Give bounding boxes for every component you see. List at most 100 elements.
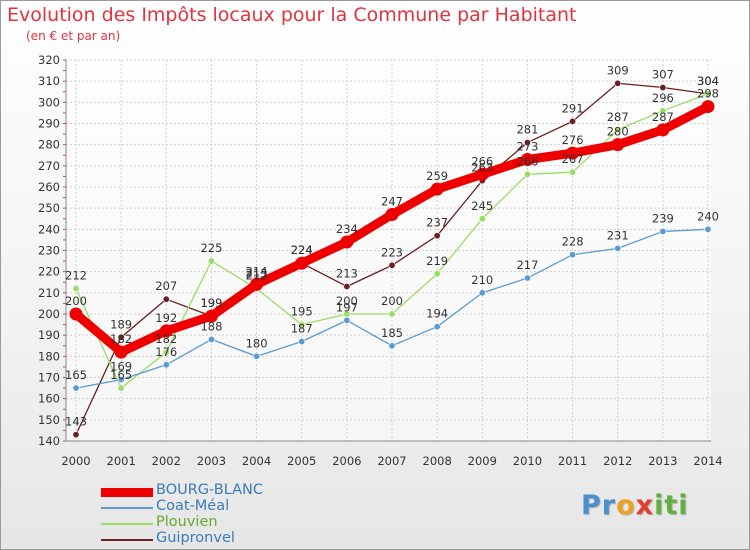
y-tick-label: 270: [38, 159, 60, 173]
data-label-bourg-blanc: 234: [336, 222, 358, 236]
data-point-coat-m-al: [72, 384, 80, 392]
data-point-coat-m-al: [207, 335, 215, 343]
data-point-guipronvel: [343, 282, 351, 290]
data-point-guipronvel: [614, 79, 622, 87]
data-label-guipronvel: 224: [291, 243, 313, 257]
data-point-bourg-blanc: [250, 277, 264, 291]
data-point-plouvien: [207, 257, 215, 265]
x-tick-label: 2014: [693, 454, 722, 468]
data-point-coat-m-al: [162, 361, 170, 369]
data-point-guipronvel: [659, 84, 667, 92]
legend-swatch: [101, 487, 153, 497]
data-point-bourg-blanc: [385, 208, 399, 222]
data-label-guipronvel: 189: [110, 317, 132, 331]
legend-label: Guipronvel: [156, 530, 235, 546]
y-tick-label: 320: [38, 53, 60, 67]
data-label-bourg-blanc: 214: [246, 264, 268, 278]
x-tick-label: 2001: [107, 454, 136, 468]
data-point-coat-m-al: [298, 338, 306, 346]
y-tick-label: 280: [38, 138, 60, 152]
x-tick-label: 2002: [152, 454, 181, 468]
data-label-plouvien: 266: [516, 154, 538, 168]
y-tick-label: 310: [38, 74, 60, 88]
x-tick-label: 2004: [242, 454, 271, 468]
data-label-guipronvel: 309: [607, 63, 629, 77]
data-point-bourg-blanc: [295, 256, 309, 270]
data-label-plouvien: 195: [291, 305, 313, 319]
data-point-coat-m-al: [659, 227, 667, 235]
y-tick-label: 140: [38, 434, 60, 448]
data-point-plouvien: [523, 170, 531, 178]
y-tick-label: 150: [38, 413, 60, 427]
data-label-plouvien: 212: [246, 269, 268, 283]
data-label-coat-m-al: 228: [562, 235, 584, 249]
data-point-guipronvel: [523, 139, 531, 147]
data-label-coat-m-al: 187: [291, 322, 313, 336]
x-tick-label: 2000: [61, 454, 90, 468]
data-label-bourg-blanc: 199: [200, 296, 222, 310]
data-point-plouvien: [162, 348, 170, 356]
chart-subtitle: (en € et par an): [26, 29, 121, 43]
data-label-coat-m-al: 217: [516, 258, 538, 272]
data-point-plouvien: [704, 90, 712, 98]
data-label-coat-m-al: 169: [110, 360, 132, 374]
data-point-plouvien: [117, 384, 125, 392]
x-tick-label: 2008: [423, 454, 452, 468]
data-point-bourg-blanc: [475, 167, 489, 181]
data-label-plouvien: 219: [426, 254, 448, 268]
data-label-bourg-blanc: 280: [607, 125, 629, 139]
x-tick-label: 2013: [648, 454, 677, 468]
data-label-bourg-blanc: 266: [471, 154, 493, 168]
data-label-guipronvel: 281: [516, 123, 538, 137]
data-point-bourg-blanc: [701, 100, 715, 114]
data-label-guipronvel: 304: [697, 74, 719, 88]
legend-item-guipronvel: Guipronvel: [101, 530, 341, 548]
legend-swatch: [101, 507, 153, 509]
data-point-coat-m-al: [704, 225, 712, 233]
x-tick-label: 2003: [197, 454, 226, 468]
data-label-guipronvel: 291: [562, 101, 584, 115]
data-label-coat-m-al: 231: [607, 228, 629, 242]
data-label-guipronvel: 199: [200, 296, 222, 310]
data-label-plouvien: 267: [562, 152, 584, 166]
data-label-plouvien: 296: [652, 91, 674, 105]
data-label-guipronvel: 207: [155, 279, 177, 293]
data-point-guipronvel: [433, 232, 441, 240]
data-label-coat-m-al: 240: [697, 209, 719, 223]
data-point-bourg-blanc: [114, 345, 128, 359]
data-point-guipronvel: [117, 333, 125, 341]
data-point-plouvien: [298, 321, 306, 329]
data-point-guipronvel: [569, 117, 577, 125]
data-label-guipronvel: 307: [652, 68, 674, 82]
data-label-bourg-blanc: 273: [516, 139, 538, 153]
data-label-guipronvel: 143: [65, 415, 87, 429]
data-point-coat-m-al: [614, 244, 622, 252]
legend-label: Plouvien: [156, 514, 218, 530]
y-tick-label: 200: [38, 307, 60, 321]
y-tick-label: 170: [38, 371, 60, 385]
x-tick-label: 2010: [513, 454, 542, 468]
legend-label: Coat-Méal: [156, 498, 230, 514]
legend: BOURG-BLANC Coat-Méal Plouvien Guipronvel: [101, 482, 341, 548]
data-label-bourg-blanc: 224: [291, 243, 313, 257]
data-point-coat-m-al: [253, 352, 261, 360]
data-point-guipronvel: [72, 431, 80, 439]
data-point-coat-m-al: [433, 323, 441, 331]
data-point-plouvien: [478, 215, 486, 223]
y-tick-label: 230: [38, 244, 60, 258]
data-label-bourg-blanc: 182: [110, 332, 132, 346]
data-label-plouvien: 200: [381, 294, 403, 308]
x-tick-label: 2006: [332, 454, 361, 468]
data-label-plouvien: 287: [607, 110, 629, 124]
data-label-coat-m-al: 165: [65, 368, 87, 382]
data-point-bourg-blanc: [656, 123, 670, 137]
data-label-coat-m-al: 188: [200, 319, 222, 333]
y-tick-label: 180: [38, 349, 60, 363]
data-label-plouvien: 245: [471, 199, 493, 213]
data-point-bourg-blanc: [611, 138, 625, 152]
data-label-guipronvel: 237: [426, 216, 448, 230]
proxiti-logo: Proxiti: [581, 490, 689, 521]
data-label-guipronvel: 213: [246, 266, 268, 280]
